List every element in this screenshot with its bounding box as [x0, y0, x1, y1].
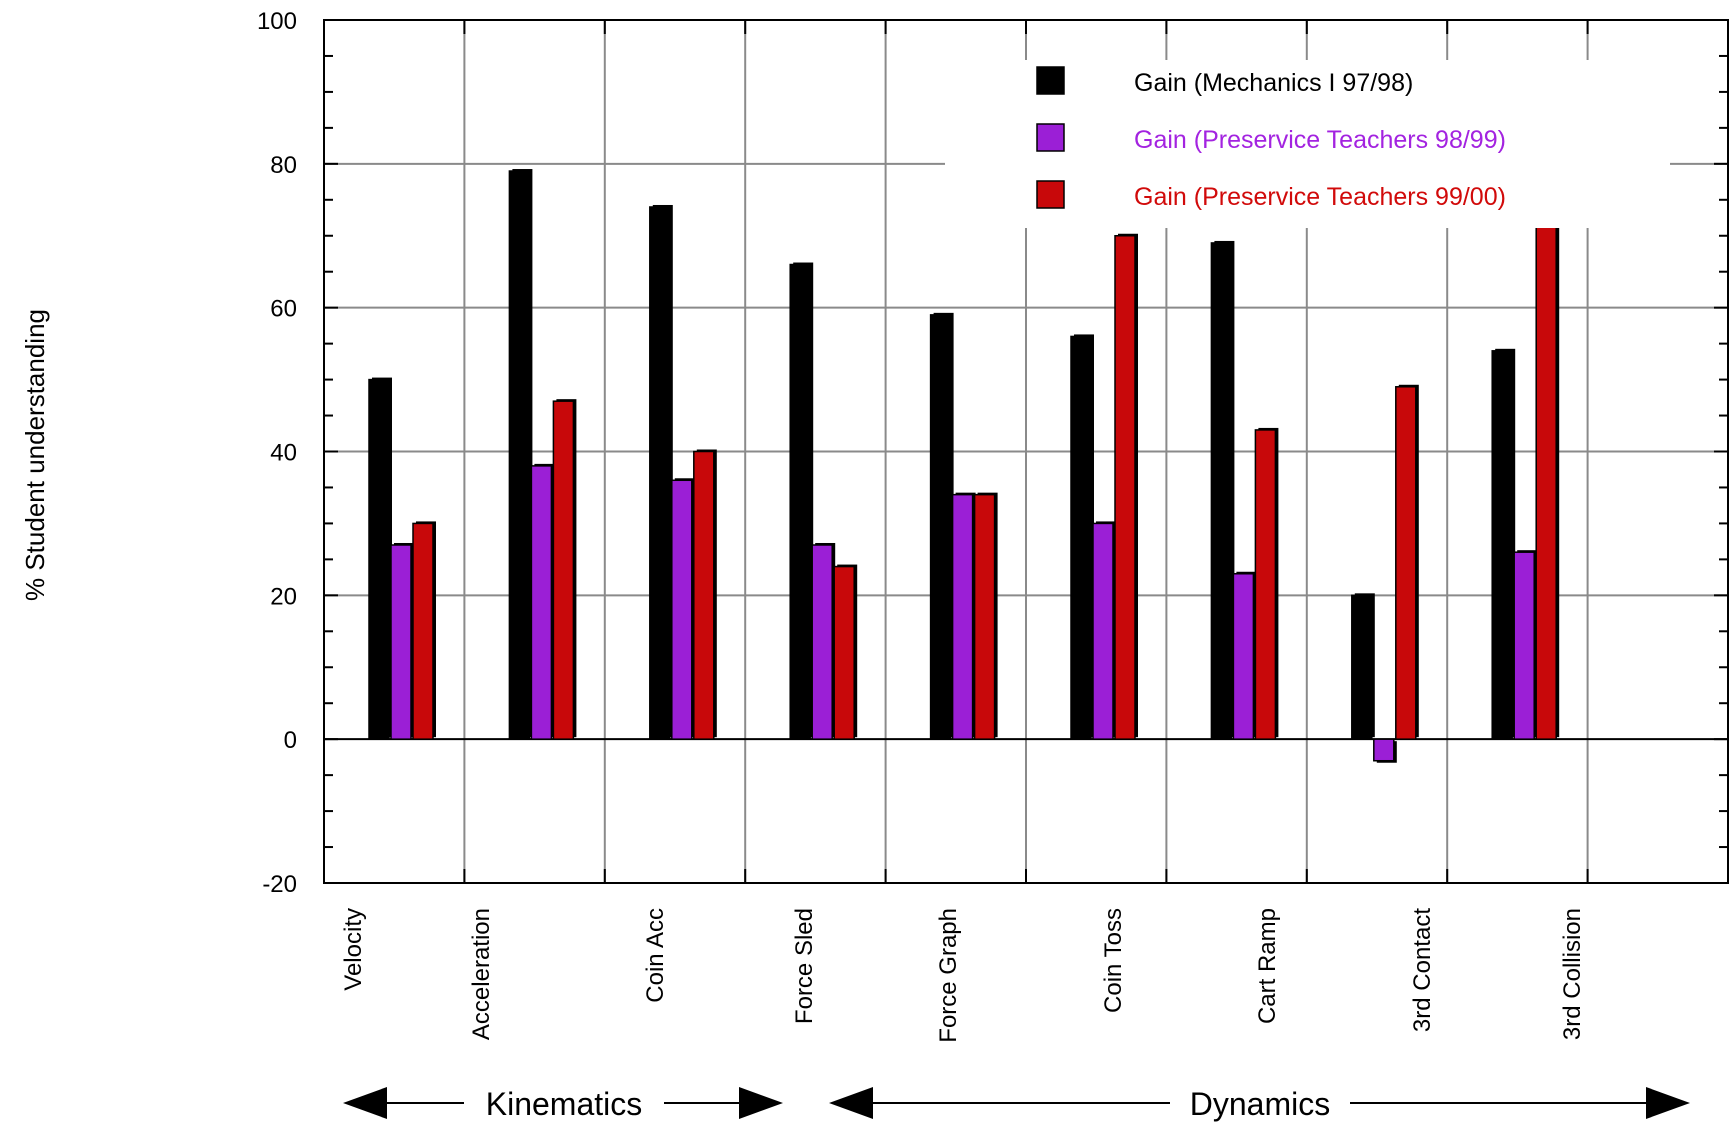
bar-1-9: [1491, 350, 1513, 740]
group-arrowhead-left: [343, 1087, 387, 1119]
category-label: Force Graph: [935, 908, 962, 1043]
category-label: Cart Ramp: [1254, 908, 1281, 1024]
legend-swatch: [1036, 66, 1065, 95]
bar-2-6: [1092, 522, 1114, 740]
bar-2-9: [1513, 551, 1535, 740]
y-tick-label: 40: [270, 440, 297, 467]
y-tick-label: 100: [257, 8, 297, 35]
legend-label: Gain (Mechanics I 97/98): [1134, 69, 1413, 97]
bar-1-2: [508, 170, 531, 740]
legend-swatch: [1036, 180, 1065, 209]
bar-3-3: [693, 450, 715, 740]
bar-3-7: [1254, 429, 1277, 740]
legend-label: Gain (Preservice Teachers 99/00): [1134, 183, 1506, 211]
bar-3-1: [412, 522, 434, 740]
bars: [368, 140, 1560, 763]
bar-2-7: [1232, 573, 1255, 740]
bar-2-5: [951, 493, 974, 740]
category-label: 3rd Collision: [1559, 908, 1586, 1040]
y-tick-label: 60: [270, 296, 297, 323]
category-label: Acceleration: [468, 908, 495, 1040]
bar-2-2: [530, 465, 553, 740]
bar-3-8: [1395, 386, 1417, 740]
legend-label: Gain (Preservice Teachers 98/99): [1134, 126, 1506, 154]
ticks: -20 0 20 40 60 80 100 Velocity Acceleration Coin …: [257, 8, 1728, 1043]
bar-3-9: [1535, 141, 1557, 740]
legend-swatch: [1036, 123, 1065, 152]
bar-1-3: [649, 206, 671, 740]
y-tick-label: -20: [262, 871, 297, 898]
bar-1-1: [368, 378, 390, 740]
group-label: Dynamics: [1190, 1086, 1330, 1122]
bar-2-4: [811, 544, 833, 740]
y-tick-label: 20: [270, 583, 297, 610]
group-arrowhead-right: [1646, 1087, 1690, 1119]
bar-1-6: [1070, 335, 1092, 740]
bar-1-8: [1351, 594, 1373, 740]
group-label: Kinematics: [486, 1086, 643, 1122]
bar-3-6: [1114, 235, 1136, 740]
bar-2-3: [671, 479, 693, 740]
legend-background: [945, 60, 1670, 228]
bar-3-5: [973, 493, 996, 740]
legend: Gain (Mechanics I 97/98) Gain (Preservice…: [1036, 66, 1506, 211]
bar-3-2: [552, 400, 575, 740]
bar-3-4: [833, 565, 855, 740]
y-tick-label: 80: [270, 152, 297, 179]
category-groups: Kinematics Dynamics: [343, 1086, 1690, 1122]
category-label: Coin Acc: [642, 908, 669, 1003]
category-label: Velocity: [340, 908, 367, 991]
bar-1-5: [929, 314, 952, 740]
category-label: 3rd Contact: [1409, 908, 1436, 1032]
bar-2-1: [390, 544, 412, 740]
y-tick-label: 0: [284, 727, 297, 754]
bar-1-7: [1210, 242, 1233, 740]
bar-1-4: [789, 263, 811, 740]
category-label: Coin Toss: [1100, 908, 1127, 1013]
category-label: Force Sled: [791, 908, 818, 1024]
group-arrowhead-left: [829, 1087, 873, 1119]
y-axis-title: % Student understanding: [20, 309, 50, 601]
group-arrowhead-right: [739, 1087, 783, 1119]
bar-2-8: [1373, 738, 1395, 762]
